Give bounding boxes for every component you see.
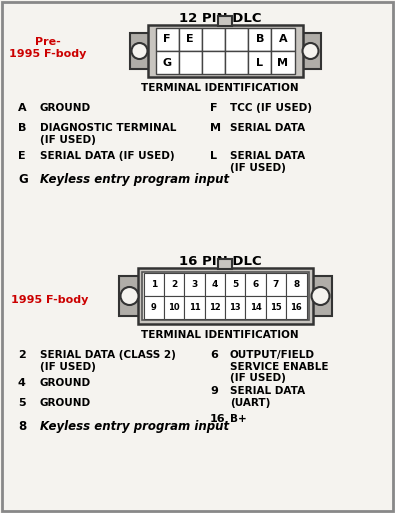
Text: 9: 9 <box>151 303 156 312</box>
Text: 11: 11 <box>188 303 200 312</box>
Text: G: G <box>162 57 172 68</box>
Circle shape <box>120 287 139 305</box>
Text: 7: 7 <box>273 280 279 289</box>
Text: SERIAL DATA: SERIAL DATA <box>230 123 305 133</box>
Bar <box>248 28 271 51</box>
Text: 4: 4 <box>18 378 26 388</box>
Text: 1995 F-body: 1995 F-body <box>11 295 89 305</box>
Bar <box>164 296 184 319</box>
Text: A: A <box>18 103 26 113</box>
Bar <box>271 28 295 51</box>
Bar <box>179 51 202 74</box>
Bar <box>266 296 286 319</box>
Bar <box>286 296 307 319</box>
Text: 12: 12 <box>209 303 221 312</box>
Text: M: M <box>277 57 288 68</box>
Text: A: A <box>278 34 287 45</box>
Text: 3: 3 <box>191 280 198 289</box>
Bar <box>205 273 225 296</box>
Text: G: G <box>18 173 28 186</box>
Text: SERIAL DATA (IF USED): SERIAL DATA (IF USED) <box>40 151 175 161</box>
Text: Keyless entry program input: Keyless entry program input <box>40 173 229 186</box>
Bar <box>225 273 245 296</box>
Text: B: B <box>256 34 264 45</box>
Text: SERIAL DATA (CLASS 2)
(IF USED): SERIAL DATA (CLASS 2) (IF USED) <box>40 350 176 371</box>
Text: M: M <box>210 123 221 133</box>
Bar <box>271 51 295 74</box>
Circle shape <box>312 287 329 305</box>
Text: GROUND: GROUND <box>40 103 91 113</box>
Text: 14: 14 <box>250 303 261 312</box>
Bar <box>218 259 232 269</box>
Bar <box>225 28 248 51</box>
Bar <box>143 296 164 319</box>
Bar <box>266 273 286 296</box>
Bar <box>245 273 266 296</box>
Bar <box>156 51 179 74</box>
Text: E: E <box>186 34 194 45</box>
Bar <box>205 296 225 319</box>
Bar <box>310 276 331 316</box>
Bar <box>225 51 248 74</box>
Text: TCC (IF USED): TCC (IF USED) <box>230 103 312 113</box>
Text: 2: 2 <box>18 350 26 360</box>
Text: 1: 1 <box>150 280 157 289</box>
Bar <box>248 51 271 74</box>
Bar <box>202 28 225 51</box>
Bar <box>202 51 225 74</box>
Text: 2: 2 <box>171 280 177 289</box>
Text: Pre-
1995 F-body: Pre- 1995 F-body <box>9 37 87 59</box>
Text: TERMINAL IDENTIFICATION: TERMINAL IDENTIFICATION <box>141 83 299 93</box>
Bar <box>184 273 205 296</box>
Text: 5: 5 <box>18 398 26 408</box>
Text: Keyless entry program input: Keyless entry program input <box>40 420 229 433</box>
Text: DIAGNOSTIC TERMINAL
(IF USED): DIAGNOSTIC TERMINAL (IF USED) <box>40 123 177 145</box>
Text: 4: 4 <box>212 280 218 289</box>
Bar <box>245 296 266 319</box>
Text: F: F <box>210 103 218 113</box>
Bar <box>137 268 312 324</box>
Bar <box>218 16 232 26</box>
Text: 9: 9 <box>210 386 218 396</box>
Bar <box>301 33 320 69</box>
Text: 8: 8 <box>18 420 26 433</box>
Circle shape <box>303 43 318 59</box>
Text: B+: B+ <box>230 414 247 424</box>
Text: 12 PIN DLC: 12 PIN DLC <box>179 12 261 25</box>
Bar <box>164 273 184 296</box>
Bar <box>184 296 205 319</box>
Bar <box>156 28 179 51</box>
Text: 6: 6 <box>210 350 218 360</box>
Text: B: B <box>18 123 26 133</box>
Text: 8: 8 <box>293 280 299 289</box>
Circle shape <box>132 43 147 59</box>
Text: 5: 5 <box>232 280 238 289</box>
Text: OUTPUT/FIELD
SERVICE ENABLE
(IF USED): OUTPUT/FIELD SERVICE ENABLE (IF USED) <box>230 350 329 383</box>
Text: F: F <box>164 34 171 45</box>
Text: GROUND: GROUND <box>40 378 91 388</box>
Bar <box>286 273 307 296</box>
Text: GROUND: GROUND <box>40 398 91 408</box>
Bar <box>147 25 303 77</box>
Text: 16: 16 <box>210 414 226 424</box>
Text: E: E <box>18 151 26 161</box>
Bar <box>130 33 149 69</box>
Bar <box>141 272 308 320</box>
Text: 6: 6 <box>252 280 259 289</box>
Text: 16: 16 <box>290 303 302 312</box>
Text: SERIAL DATA
(UART): SERIAL DATA (UART) <box>230 386 305 408</box>
Text: SERIAL DATA
(IF USED): SERIAL DATA (IF USED) <box>230 151 305 172</box>
Text: 16 PIN DLC: 16 PIN DLC <box>179 255 261 268</box>
Text: L: L <box>210 151 217 161</box>
Bar <box>118 276 141 316</box>
Bar <box>225 296 245 319</box>
Bar <box>179 28 202 51</box>
Text: 15: 15 <box>270 303 282 312</box>
Text: 13: 13 <box>229 303 241 312</box>
Text: L: L <box>256 57 263 68</box>
Text: TERMINAL IDENTIFICATION: TERMINAL IDENTIFICATION <box>141 330 299 340</box>
Text: 10: 10 <box>168 303 180 312</box>
Bar <box>143 273 164 296</box>
